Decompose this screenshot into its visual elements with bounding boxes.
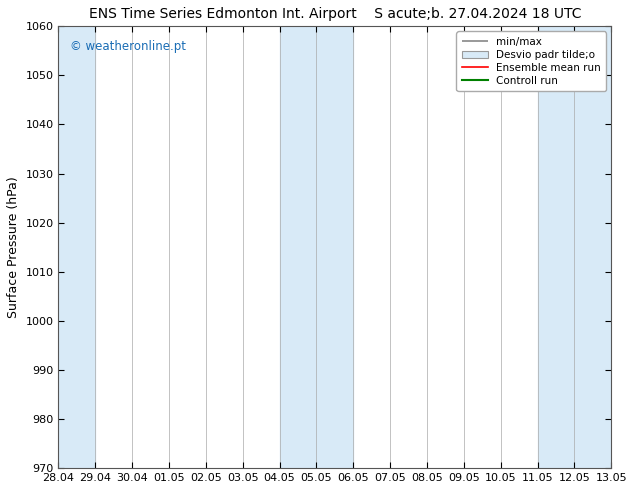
Bar	[538, 26, 611, 468]
Title: ENS Time Series Edmonton Int. Airport    S acute;b. 27.04.2024 18 UTC: ENS Time Series Edmonton Int. Airport S …	[89, 7, 581, 21]
Legend: min/max, Desvio padr tilde;o, Ensemble mean run, Controll run: min/max, Desvio padr tilde;o, Ensemble m…	[456, 31, 606, 91]
Bar	[58, 26, 95, 468]
Y-axis label: Surface Pressure (hPa): Surface Pressure (hPa)	[7, 176, 20, 318]
Text: © weatheronline.pt: © weatheronline.pt	[70, 40, 186, 52]
Bar	[280, 26, 353, 468]
